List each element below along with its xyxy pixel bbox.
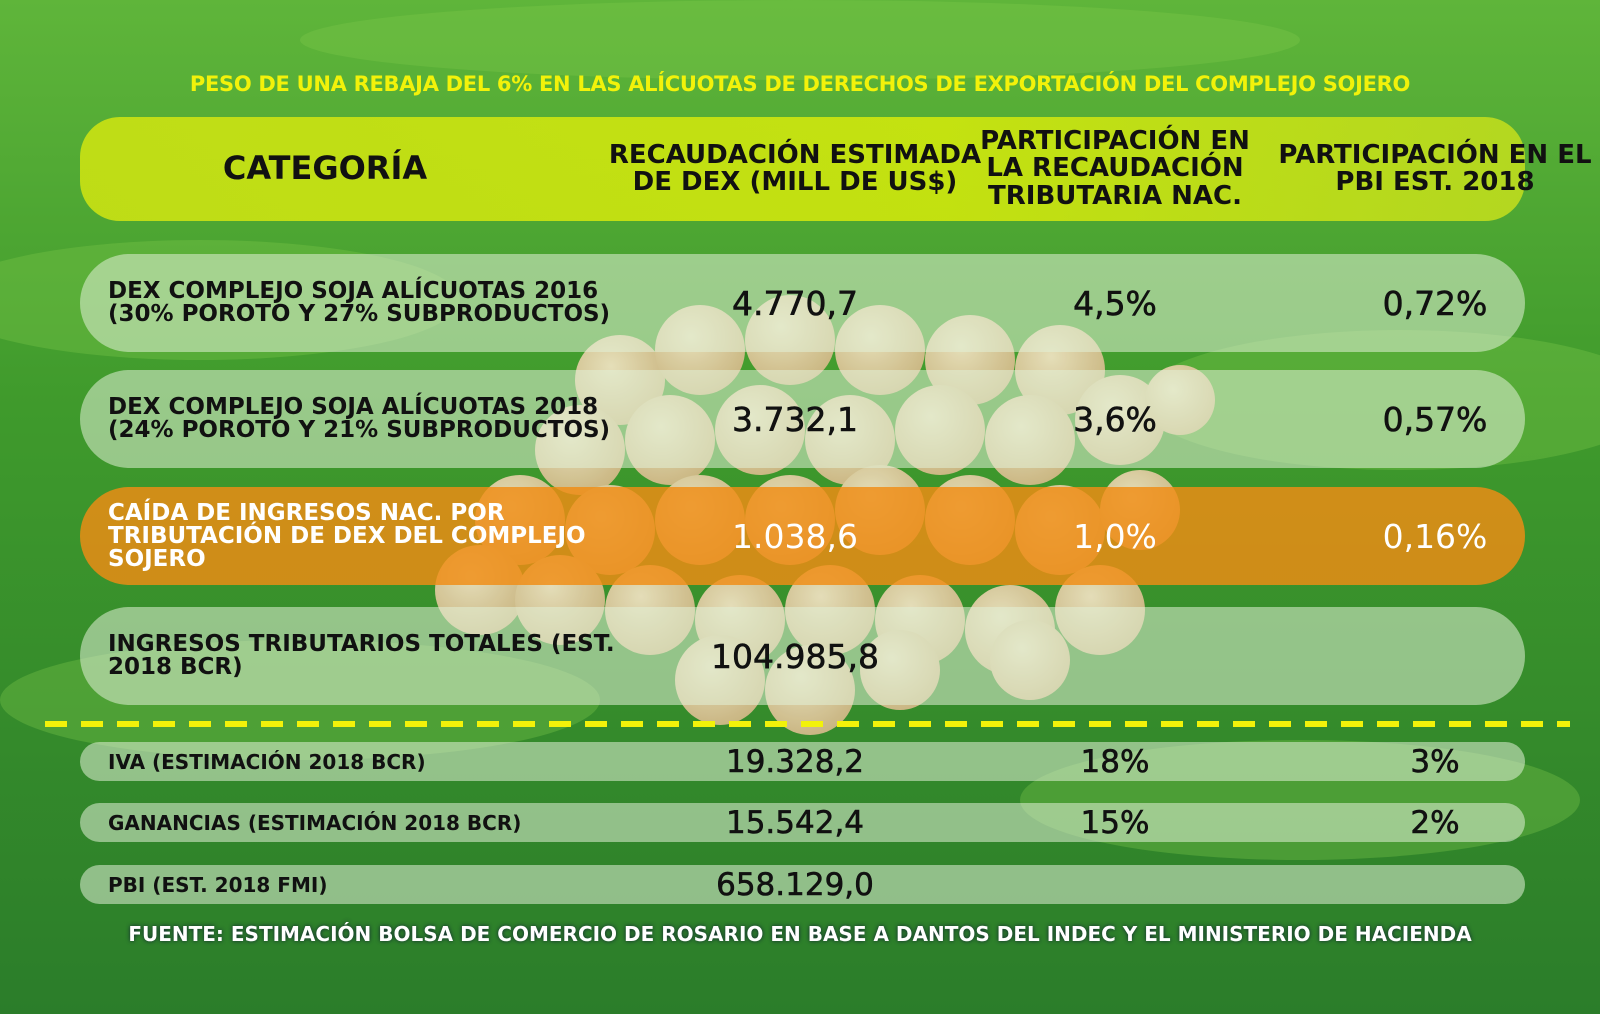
table-row: DEX COMPLEJO SOJA ALÍCUOTAS 2016 (30% PO… xyxy=(80,254,1525,352)
category-cell: CAÍDA DE INGRESOS NAC. POR TRIBUTACIÓN D… xyxy=(108,499,586,572)
header-row: CATEGORÍA RECAUDACIÓN ESTIMADA DE DEX (M… xyxy=(80,117,1592,221)
category-cell: DEX COMPLEJO SOJA ALÍCUOTAS 2016 (30% PO… xyxy=(108,278,611,327)
value-cell: 658.129,0 xyxy=(716,866,874,903)
value-cell: 3,6% xyxy=(1073,399,1157,439)
table-row: INGRESOS TRIBUTARIOS TOTALES (EST. 2018 … xyxy=(80,607,1525,705)
header-cell: RECAUDACIÓN ESTIMADA DE DEX (MILL DE US$… xyxy=(608,139,982,197)
header-cell: PARTICIPACIÓN EN EL PBI EST. 2018 xyxy=(1278,139,1592,197)
value-cell: 3.732,1 xyxy=(732,399,859,439)
value-cell: 1.038,6 xyxy=(732,516,858,556)
title: PESO DE UNA REBAJA DEL 6% EN LAS ALÍCUOT… xyxy=(189,72,1411,96)
table-row: CAÍDA DE INGRESOS NAC. POR TRIBUTACIÓN D… xyxy=(80,487,1525,585)
value-cell: 15.542,4 xyxy=(725,804,865,841)
value-cell: 4,5% xyxy=(1073,283,1157,323)
category-cell: INGRESOS TRIBUTARIOS TOTALES (EST. 2018 … xyxy=(108,631,615,680)
category-cell: PBI (EST. 2018 FMI) xyxy=(108,872,328,897)
value-cell: 0,72% xyxy=(1382,283,1488,323)
value-cell: 15% xyxy=(1080,804,1150,841)
category-cell: GANANCIAS (ESTIMACIÓN 2018 BCR) xyxy=(108,810,522,835)
value-cell: 0,16% xyxy=(1382,516,1488,556)
header-cell: CATEGORÍA xyxy=(222,149,428,188)
value-cell: 1,0% xyxy=(1073,516,1157,556)
value-cell: 18% xyxy=(1080,743,1150,780)
value-cell: 2% xyxy=(1410,804,1460,841)
header-cell: PARTICIPACIÓN EN LA RECAUDACIÓN TRIBUTAR… xyxy=(980,126,1250,211)
category-cell: DEX COMPLEJO SOJA ALÍCUOTAS 2018 (24% PO… xyxy=(108,394,611,443)
small-row: PBI (EST. 2018 FMI) 658.129,0 xyxy=(80,865,1525,904)
small-row: GANANCIAS (ESTIMACIÓN 2018 BCR) 15.542,4 1… xyxy=(80,803,1525,842)
value-cell: 4.770,7 xyxy=(732,283,859,323)
value-cell: 0,57% xyxy=(1382,399,1488,439)
category-cell: IVA (ESTIMACIÓN 2018 BCR) xyxy=(108,749,426,774)
value-cell: 3% xyxy=(1410,743,1460,780)
table-row: DEX COMPLEJO SOJA ALÍCUOTAS 2018 (24% PO… xyxy=(80,370,1525,468)
value-cell: 104.985,8 xyxy=(711,636,880,676)
small-row: IVA (ESTIMACIÓN 2018 BCR) 19.328,2 18% 3% xyxy=(80,742,1525,781)
value-cell: 19.328,2 xyxy=(725,743,865,780)
source: FUENTE: ESTIMACIÓN BOLSA DE COMERCIO DE … xyxy=(128,922,1472,946)
